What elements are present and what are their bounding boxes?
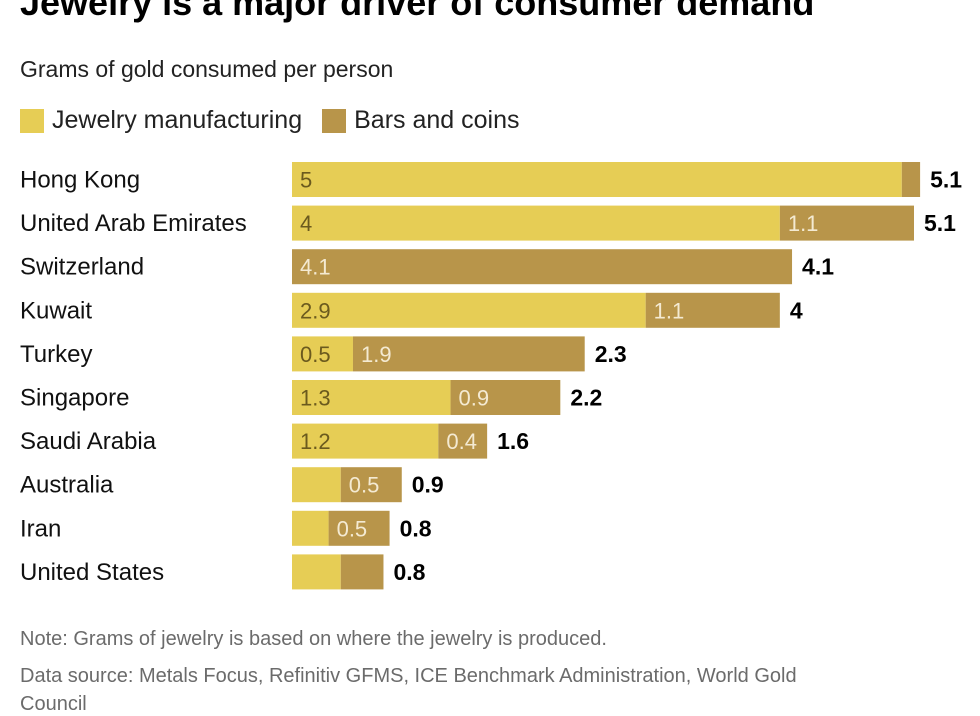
bar-jewelry-hong-kong [292, 162, 902, 197]
bar-jewelry-kuwait [292, 292, 646, 328]
legend-item-jewelry: Jewelry manufacturing [20, 106, 302, 135]
total-label-iran: 0.8 [400, 515, 432, 541]
bar-bars-coins-switzerland [292, 249, 793, 285]
data-label-bars-coins-australia: 0.5 [349, 473, 380, 498]
total-label-switzerland: 4.1 [802, 254, 834, 280]
bar-bars-coins-iran [328, 510, 390, 546]
total-label-turkey: 2.3 [595, 341, 627, 367]
bar-bars-coins-hong-kong [901, 162, 921, 197]
bar-bars-coins-united-arab-emirates [779, 205, 914, 241]
total-label-australia: 0.9 [412, 472, 444, 498]
bar-bars-coins-turkey [352, 336, 585, 372]
category-label-kuwait: Kuwait [20, 297, 92, 324]
legend-label-jewelry: Jewelry manufacturing [52, 106, 303, 134]
total-label-kuwait: 4 [790, 297, 803, 323]
chart-subtitle: Grams of gold consumed per person [20, 56, 394, 82]
category-label-hong-kong: Hong Kong [20, 167, 140, 194]
data-label-bars-coins-switzerland: 4.1 [300, 255, 331, 280]
legend-label-bars-coins: Bars and coins [354, 106, 520, 134]
bar-bars-coins-saudi-arabia [438, 423, 488, 459]
data-label-jewelry-kuwait: 2.9 [300, 298, 331, 323]
total-label-hong-kong: 5.1 [930, 167, 962, 193]
legend-item-bars-coins: Bars and coins [322, 106, 520, 135]
bar-jewelry-australia [292, 467, 341, 503]
legend-swatch-jewelry [20, 108, 44, 133]
chart-note: Note: Grams of jewelry is based on where… [20, 628, 607, 650]
data-label-bars-coins-united-arab-emirates: 1.1 [788, 211, 819, 236]
total-label-united-arab-emirates: 5.1 [924, 210, 956, 236]
data-label-jewelry-united-arab-emirates: 4 [300, 211, 312, 236]
data-label-jewelry-hong-kong: 5 [300, 168, 312, 193]
data-label-bars-coins-iran: 0.5 [337, 516, 368, 541]
legend-swatch-bars-coins [322, 108, 347, 133]
category-label-turkey: Turkey [20, 341, 92, 368]
stacked-bar-chart: Hong Kong 5 5.1 United Arab Emirates 4 1.1 5.1… [20, 162, 962, 590]
category-label-iran: Iran [20, 515, 61, 542]
data-label-bars-coins-singapore: 0.9 [459, 386, 490, 411]
bar-bars-coins-united-states [340, 554, 384, 590]
data-label-bars-coins-turkey: 1.9 [361, 342, 392, 367]
legend: Jewelry manufacturing Bars and coins [20, 106, 540, 135]
bar-bars-coins-kuwait [645, 292, 780, 328]
bar-jewelry-saudi-arabia [292, 423, 439, 459]
data-label-bars-coins-saudi-arabia: 0.4 [446, 429, 477, 454]
data-label-bars-coins-kuwait: 1.1 [654, 298, 685, 323]
category-label-united-arab-emirates: United Arab Emirates [20, 210, 247, 237]
category-label-saudi-arabia: Saudi Arabia [20, 428, 157, 455]
data-label-jewelry-turkey: 0.5 [300, 342, 331, 367]
category-label-australia: Australia [20, 472, 114, 499]
bar-jewelry-turkey [292, 336, 353, 372]
category-label-united-states: United States [20, 559, 164, 586]
bar-jewelry-united-arab-emirates [292, 205, 780, 241]
bar-bars-coins-australia [340, 467, 402, 503]
data-label-jewelry-singapore: 1.3 [300, 386, 331, 411]
total-label-united-states: 0.8 [393, 559, 425, 585]
bar-jewelry-united-states [292, 554, 341, 590]
category-label-switzerland: Switzerland [20, 254, 144, 281]
bar-bars-coins-singapore [450, 380, 561, 415]
total-label-saudi-arabia: 1.6 [497, 428, 529, 454]
chart-title: Jewelry is a major driver of consumer de… [20, 0, 815, 23]
bar-jewelry-singapore [292, 380, 451, 415]
data-source-continued: Council [20, 693, 87, 715]
data-label-jewelry-saudi-arabia: 1.2 [300, 429, 331, 454]
data-source: Data source: Metals Focus, Refinitiv GFM… [20, 665, 797, 687]
total-label-singapore: 2.2 [570, 385, 602, 411]
bar-jewelry-iran [292, 510, 329, 546]
category-label-singapore: Singapore [20, 385, 129, 412]
